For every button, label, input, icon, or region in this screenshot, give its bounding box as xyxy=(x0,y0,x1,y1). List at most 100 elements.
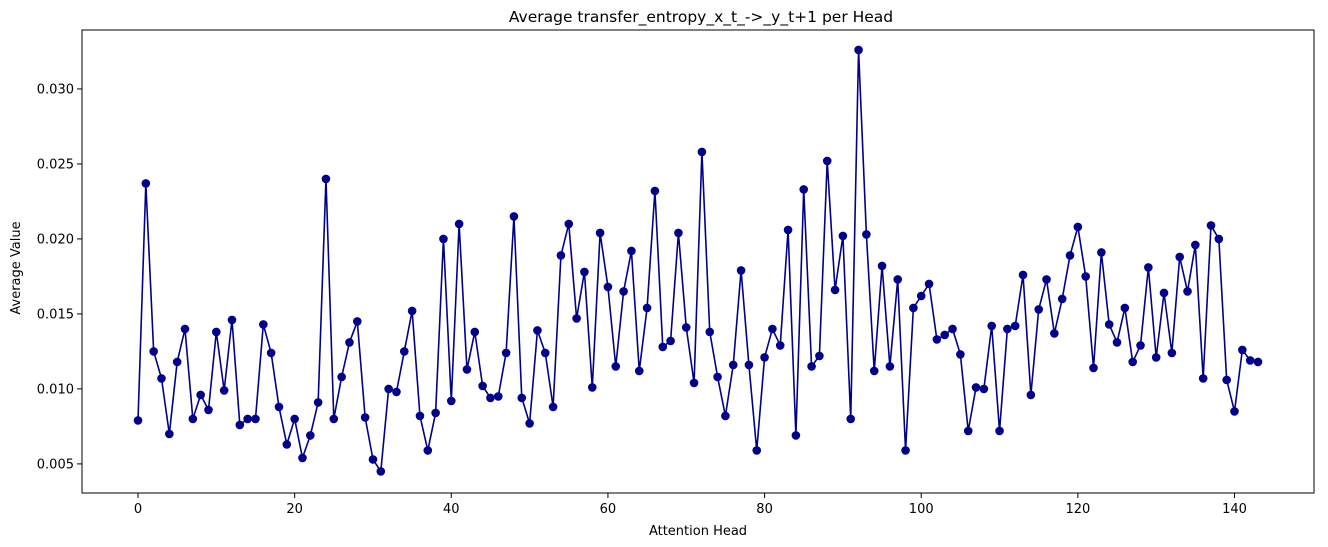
data-point xyxy=(321,174,331,184)
plot-frame xyxy=(81,29,1315,494)
plot-area xyxy=(133,45,1263,476)
data-point xyxy=(235,420,245,430)
data-point xyxy=(697,147,707,157)
data-point xyxy=(932,335,942,344)
data-point xyxy=(329,414,339,424)
data-point xyxy=(556,251,566,260)
data-point xyxy=(282,440,292,449)
data-point xyxy=(1144,263,1153,272)
data-point xyxy=(431,408,440,418)
data-point xyxy=(987,321,997,331)
data-point xyxy=(1230,407,1239,416)
x-tick-label: 140 xyxy=(1222,502,1247,517)
data-point xyxy=(399,347,409,356)
data-point xyxy=(822,156,832,166)
data-point xyxy=(1120,303,1130,313)
data-point xyxy=(196,390,205,400)
data-point xyxy=(525,419,534,428)
data-point xyxy=(893,275,903,284)
series-line xyxy=(137,49,1259,473)
data-point xyxy=(353,317,362,326)
data-point xyxy=(846,414,856,424)
data-point xyxy=(634,366,644,376)
data-point xyxy=(266,348,276,358)
data-point xyxy=(611,362,621,371)
data-point xyxy=(392,387,401,397)
data-point xyxy=(462,365,472,374)
data-point xyxy=(1026,390,1036,400)
data-point xyxy=(1042,275,1051,284)
data-point xyxy=(979,384,989,394)
data-point xyxy=(909,303,918,313)
data-point xyxy=(509,212,519,221)
data-point xyxy=(775,341,785,350)
data-point xyxy=(713,372,722,382)
data-point xyxy=(627,246,636,256)
data-point xyxy=(1198,374,1208,383)
data-point xyxy=(259,320,268,329)
data-point xyxy=(540,348,550,358)
data-point xyxy=(274,402,284,412)
data-point xyxy=(407,306,417,316)
data-point xyxy=(141,179,151,188)
data-point xyxy=(815,351,824,361)
data-point xyxy=(204,405,213,415)
data-point xyxy=(689,378,699,388)
data-point xyxy=(188,414,198,424)
data-point xyxy=(1104,320,1114,329)
data-point xyxy=(1089,363,1098,373)
data-point xyxy=(243,414,252,424)
data-point xyxy=(674,228,683,238)
data-point xyxy=(1057,294,1067,304)
data-point xyxy=(165,429,174,439)
y-tick-label: 0.020 xyxy=(37,232,74,247)
data-point xyxy=(1136,341,1145,350)
data-point xyxy=(971,383,981,392)
chart-title: Average transfer_entropy_x_t_->_y_t+1 pe… xyxy=(509,8,893,27)
data-point xyxy=(744,360,754,370)
data-point xyxy=(133,416,143,425)
data-point xyxy=(219,386,229,395)
data-point xyxy=(157,374,166,383)
y-tick-label: 0.010 xyxy=(37,382,74,397)
data-point xyxy=(415,411,425,421)
data-point xyxy=(666,336,675,346)
data-point xyxy=(517,393,527,403)
y-axis-label: Average Value xyxy=(9,221,24,314)
data-point xyxy=(486,393,495,403)
data-point xyxy=(470,327,480,337)
data-point xyxy=(1253,357,1263,367)
data-point xyxy=(595,228,605,238)
x-tick-label: 120 xyxy=(1065,502,1090,517)
data-point xyxy=(227,315,237,325)
data-point xyxy=(478,381,487,391)
x-tick-label: 20 xyxy=(286,502,303,517)
data-point xyxy=(1159,288,1169,298)
data-point xyxy=(869,366,879,376)
data-point xyxy=(290,414,299,424)
data-point xyxy=(854,45,863,55)
data-point xyxy=(885,362,895,371)
data-point xyxy=(298,453,307,463)
data-point xyxy=(916,291,926,301)
data-point xyxy=(212,327,221,337)
data-point xyxy=(862,230,871,239)
data-point xyxy=(587,383,597,392)
data-point xyxy=(768,324,777,334)
x-tick-label: 0 xyxy=(134,502,142,517)
y-tick-label: 0.005 xyxy=(37,457,74,472)
data-point xyxy=(1073,222,1083,232)
data-point xyxy=(1097,248,1106,257)
data-point xyxy=(376,467,386,476)
data-point xyxy=(564,219,574,229)
data-point xyxy=(1034,305,1043,314)
data-point xyxy=(603,282,613,292)
data-point xyxy=(995,426,1004,436)
data-point xyxy=(423,446,433,455)
data-point xyxy=(940,330,950,340)
data-point xyxy=(337,372,346,382)
data-point xyxy=(446,396,456,406)
data-point xyxy=(1081,272,1090,281)
data-point xyxy=(681,323,691,332)
